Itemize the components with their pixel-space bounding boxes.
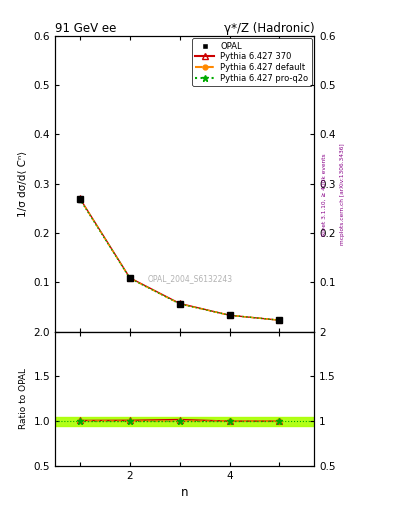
Legend: OPAL, Pythia 6.427 370, Pythia 6.427 default, Pythia 6.427 pro-q2o: OPAL, Pythia 6.427 370, Pythia 6.427 def… [192, 38, 312, 86]
Text: γ*/Z (Hadronic): γ*/Z (Hadronic) [224, 22, 314, 35]
Text: mcplots.cern.ch [arXiv:1306.3436]: mcplots.cern.ch [arXiv:1306.3436] [340, 144, 345, 245]
Y-axis label: 1/σ dσ/d⟨ Cⁿ⟩: 1/σ dσ/d⟨ Cⁿ⟩ [18, 151, 28, 217]
Text: OPAL_2004_S6132243: OPAL_2004_S6132243 [147, 274, 233, 283]
Text: 91 GeV ee: 91 GeV ee [55, 22, 116, 35]
Y-axis label: Ratio to OPAL: Ratio to OPAL [19, 368, 28, 429]
Bar [55, 417, 314, 425]
X-axis label: n: n [181, 486, 189, 499]
Text: Rivet 3.1.10, ≥ 400k events: Rivet 3.1.10, ≥ 400k events [322, 153, 327, 236]
